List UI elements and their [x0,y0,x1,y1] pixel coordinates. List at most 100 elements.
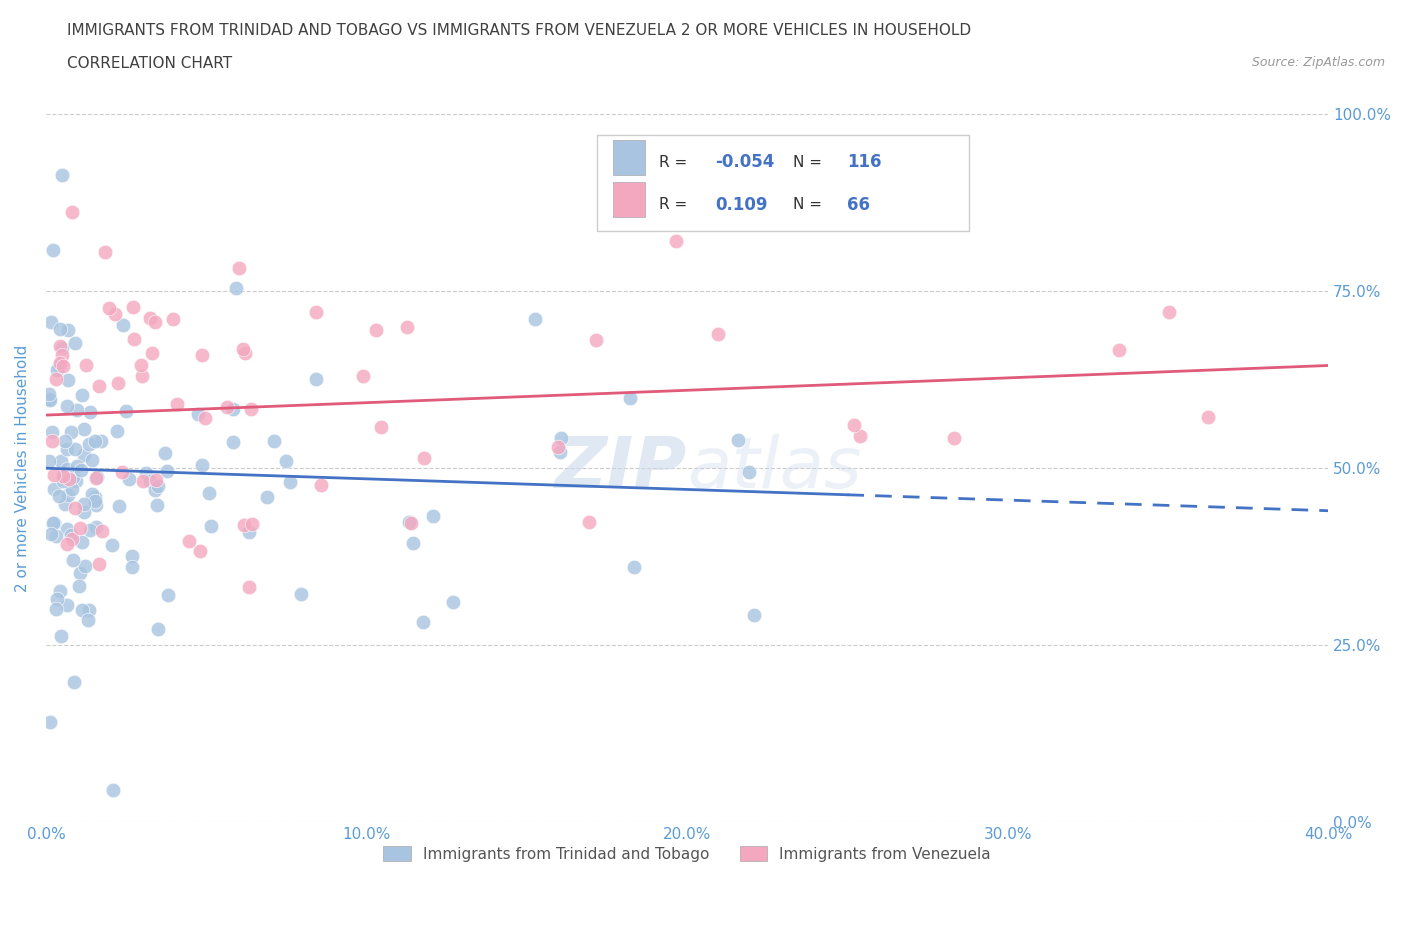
Text: N =: N = [793,197,827,212]
Point [665,233,688,248]
Point [45,602,67,617]
Point [623,560,645,575]
Point [848,429,870,444]
Point [101,538,124,552]
Point [156,588,179,603]
Point [56,372,79,387]
Point [111,465,134,480]
Point [90,524,112,538]
Point [49,322,72,337]
Point [401,536,423,551]
Point [84,498,107,512]
Point [146,497,169,512]
Point [72,603,94,618]
Point [44,482,66,497]
Y-axis label: 2 or more Vehicles in Household: 2 or more Vehicles in Household [15,345,30,591]
Point [84,471,107,485]
Point [89,379,111,393]
Point [72,388,94,403]
Point [73,505,96,520]
Point [233,517,256,532]
Point [188,543,211,558]
Point [84,433,107,448]
Point [238,525,260,539]
Point [45,363,67,378]
Point [79,522,101,537]
Point [80,453,103,468]
Text: N =: N = [793,154,827,169]
Point [398,514,420,529]
Point [46,592,69,607]
Point [48,359,70,374]
Point [42,515,65,530]
Point [441,594,464,609]
Point [60,425,83,440]
Point [49,584,72,599]
Point [49,453,72,468]
Point [39,315,62,330]
Point [198,486,221,501]
Point [63,675,86,690]
Point [238,579,260,594]
Point [129,358,152,373]
Point [215,399,238,414]
Point [370,420,392,435]
Point [73,447,96,462]
FancyBboxPatch shape [613,182,645,218]
Point [232,341,254,356]
Point [121,300,143,315]
Point [39,527,62,542]
Point [166,396,188,411]
Point [70,535,93,550]
Point [155,445,177,460]
Point [56,598,79,613]
Point [72,421,94,436]
Point [139,311,162,325]
Point [118,472,141,487]
Point [256,490,278,505]
Point [45,528,67,543]
Point [585,333,607,348]
Point [194,410,217,425]
Point [222,402,245,417]
Point [290,587,312,602]
Point [84,520,107,535]
Point [727,432,749,447]
Point [1197,409,1219,424]
Point [56,488,79,503]
Point [187,406,209,421]
Point [55,497,77,512]
Point [63,500,86,515]
Point [51,167,73,182]
Point [145,472,167,487]
Legend: Immigrants from Trinidad and Tobago, Immigrants from Venezuela: Immigrants from Trinidad and Tobago, Imm… [377,840,997,868]
Point [107,375,129,390]
Point [49,629,72,644]
Point [69,565,91,580]
Point [55,442,77,457]
Point [73,559,96,574]
Point [240,517,263,532]
Point [79,405,101,419]
Point [222,434,245,449]
Point [115,404,138,418]
Point [131,368,153,383]
Point [63,336,86,351]
Point [38,392,60,406]
Point [742,608,765,623]
Text: Source: ZipAtlas.com: Source: ZipAtlas.com [1251,56,1385,69]
Point [38,392,60,407]
Point [278,474,301,489]
Point [49,356,72,371]
Point [60,527,83,542]
Point [38,386,60,401]
Text: 66: 66 [848,195,870,214]
Point [352,368,374,383]
Point [146,479,169,494]
Point [143,314,166,329]
Point [305,372,328,387]
Point [1108,342,1130,357]
Point [200,519,222,534]
Point [48,488,70,503]
Point [228,260,250,275]
